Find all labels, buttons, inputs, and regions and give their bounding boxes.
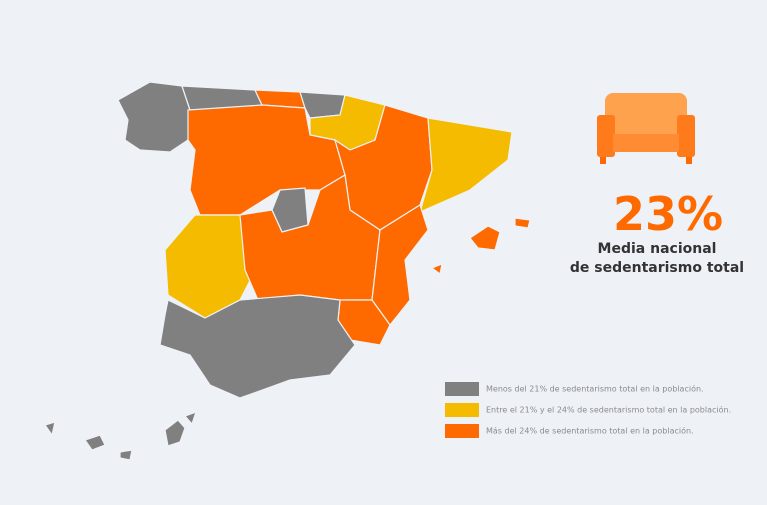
region xyxy=(183,411,197,426)
sofa-seat xyxy=(613,134,679,152)
region xyxy=(44,421,56,437)
region xyxy=(469,225,501,251)
legend-swatch xyxy=(445,382,479,396)
sofa-arm xyxy=(677,115,695,157)
headline-value: 23% xyxy=(613,187,723,241)
legend-swatch xyxy=(445,403,479,417)
sofa-back xyxy=(605,93,687,141)
region xyxy=(84,434,106,451)
legend-label: Más del 24% de sedentarismo total en la … xyxy=(486,426,694,436)
sofa-leg xyxy=(686,157,692,164)
caption: de sedentarismo total xyxy=(570,260,744,276)
region xyxy=(430,263,443,276)
sofa-leg xyxy=(600,157,606,164)
region xyxy=(514,217,531,229)
region xyxy=(117,81,191,153)
legend-swatch xyxy=(445,424,479,438)
region xyxy=(164,419,186,447)
sofa-icon xyxy=(597,93,695,164)
sofa-arm xyxy=(597,115,615,157)
legend: Menos del 21% de sedentarismo total en l… xyxy=(445,382,731,438)
caption: Media nacional xyxy=(598,241,717,257)
legend-label: Entre el 21% y el 24% de sedentarismo to… xyxy=(486,405,731,415)
region xyxy=(419,117,513,214)
region xyxy=(119,449,133,461)
region xyxy=(159,294,356,399)
legend-label: Menos del 21% de sedentarismo total en l… xyxy=(486,384,704,394)
map xyxy=(44,81,531,461)
